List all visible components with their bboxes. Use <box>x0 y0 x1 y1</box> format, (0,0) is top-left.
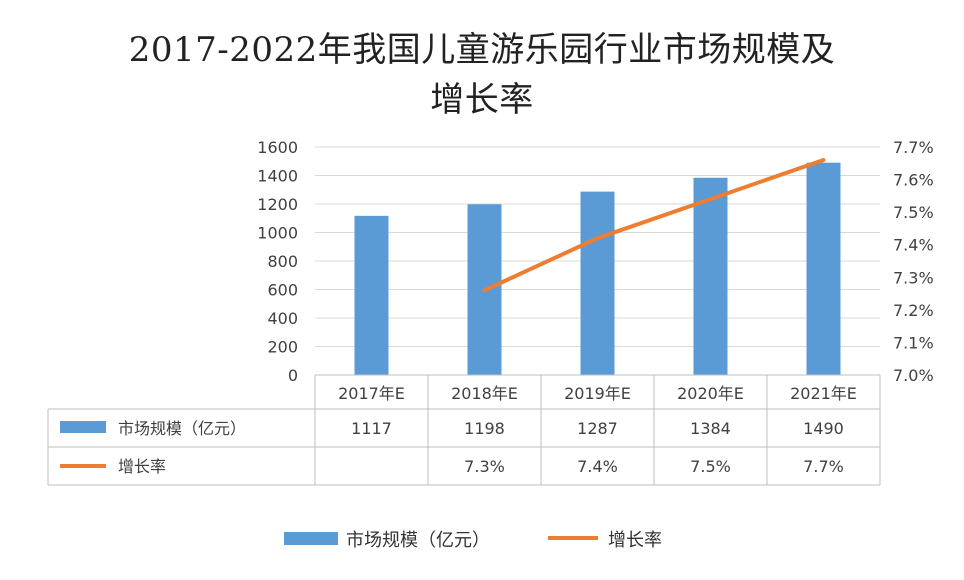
table-value: 7.4% <box>577 457 618 476</box>
table-value: 7.3% <box>464 457 505 476</box>
y-right-tick-label: 7.6% <box>893 171 934 190</box>
legend-bar-label: 市场规模（亿元） <box>346 530 490 551</box>
x-category-label: 2017年E <box>338 384 405 403</box>
bar <box>693 177 728 375</box>
y-left-tick-label: 0 <box>288 366 298 385</box>
chart-title-line1: 2017-2022年我国儿童游乐园行业市场规模及 <box>128 30 836 70</box>
x-category-label: 2021年E <box>790 384 857 403</box>
x-category-label: 2019年E <box>564 384 631 403</box>
legend-swatch-bar <box>60 421 106 433</box>
y-right-tick-label: 7.5% <box>893 203 934 222</box>
x-category-label: 2020年E <box>677 384 744 403</box>
table-value: 1384 <box>690 419 731 438</box>
table-value: 1117 <box>351 419 392 438</box>
table-value: 1490 <box>803 419 844 438</box>
x-category-label: 2018年E <box>451 384 518 403</box>
y-left-tick-label: 200 <box>267 338 298 357</box>
y-left-tick-label: 1400 <box>257 167 298 186</box>
y-right-tick-label: 7.3% <box>893 268 934 287</box>
bar <box>806 162 841 375</box>
y-right-tick-label: 7.1% <box>893 333 934 352</box>
table-value: 1198 <box>464 419 505 438</box>
y-right-tick-label: 7.7% <box>893 138 934 157</box>
table-series-name: 增长率 <box>118 457 166 476</box>
y-left-tick-label: 1000 <box>257 224 298 243</box>
y-right-tick-label: 7.2% <box>893 301 934 320</box>
y-left-tick-label: 800 <box>267 252 298 271</box>
y-left-tick-label: 400 <box>267 309 298 328</box>
growth-line <box>482 158 826 293</box>
y-left-tick-label: 1200 <box>257 195 298 214</box>
y-left-tick-label: 1600 <box>257 138 298 157</box>
table-value: 7.5% <box>690 457 731 476</box>
table-series-name: 市场规模（亿元） <box>118 419 246 438</box>
table-value: 1287 <box>577 419 618 438</box>
table-value: 7.7% <box>803 457 844 476</box>
legend-bar-swatch <box>284 532 338 545</box>
y-right-tick-label: 7.0% <box>893 366 934 385</box>
bar <box>580 191 615 375</box>
bar <box>354 215 389 375</box>
chart-title-line2: 增长率 <box>430 80 534 120</box>
y-left-tick-label: 600 <box>267 281 298 300</box>
y-right-tick-label: 7.4% <box>893 236 934 255</box>
legend-line-label: 增长率 <box>608 530 662 551</box>
